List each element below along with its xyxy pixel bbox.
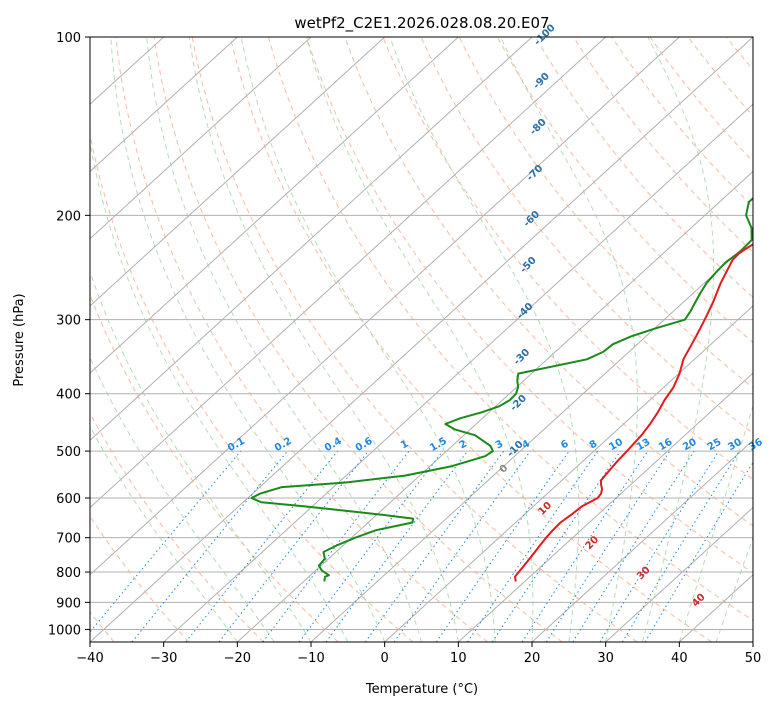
mixing-ratio-line <box>82 451 241 642</box>
isotherm-line <box>0 37 606 642</box>
moist-adiabat-line <box>80 37 348 642</box>
dry-adiabat-line <box>574 37 775 642</box>
y-tick-label: 500 <box>56 445 81 460</box>
y-tick-label: 400 <box>56 388 81 403</box>
dry-adiabat-line <box>726 37 775 642</box>
dry-adiabat-line <box>0 37 189 642</box>
mixing-ratio-label: 2 <box>458 438 470 451</box>
dry-adiabat-label: -60 <box>522 209 543 230</box>
y-tick-label: 1000 <box>48 623 81 638</box>
mixing-ratio-label: 6 <box>559 438 571 451</box>
x-tick-label: −40 <box>76 651 103 666</box>
mixing-ratio-label: 8 <box>588 438 600 451</box>
y-tick-label: 800 <box>56 566 81 581</box>
x-tick-label: 50 <box>745 651 762 666</box>
isotherm-line <box>0 37 532 642</box>
y-axis-label: Pressure (hPa) <box>12 293 27 386</box>
dry-adiabat-line <box>1 37 263 642</box>
moist-adiabat-line <box>147 37 422 642</box>
y-tick-label: 600 <box>56 492 81 507</box>
x-axis-label: Temperature (°C) <box>365 682 478 697</box>
x-tick-label: 10 <box>450 651 467 666</box>
dry-adiabat-line <box>192 37 637 642</box>
moist-adiabat-label: 20 <box>584 534 602 552</box>
y-tick-label: 300 <box>56 314 81 329</box>
x-tick-label: 0 <box>381 651 389 666</box>
chart-title: wetPf2_C2E1.2026.028.08.20.E07 <box>294 14 549 33</box>
dry-adiabat-line <box>688 37 775 642</box>
mixing-ratio-line <box>645 451 760 642</box>
background-lines <box>0 37 775 642</box>
mixing-ratio-line <box>365 451 503 642</box>
y-tick-label: 100 <box>56 31 81 46</box>
isotherm-line <box>164 37 775 642</box>
moist-adiabat-line <box>27 37 274 642</box>
x-tick-label: −30 <box>150 651 177 666</box>
isotherm-line <box>16 37 679 642</box>
x-tick-label: 40 <box>671 651 688 666</box>
dry-adiabat-label: -30 <box>512 347 533 368</box>
mixing-ratio-label: 1 <box>399 438 411 451</box>
mixing-ratio-label: 3 <box>494 438 506 451</box>
dry-adiabat-line <box>230 37 711 642</box>
dry-adiabat-label: -50 <box>518 255 539 276</box>
mixing-ratio-line <box>436 451 569 642</box>
dry-adiabat-label: -20 <box>508 393 529 414</box>
mixing-ratio-line <box>186 451 338 642</box>
mixing-ratio-line <box>546 451 670 642</box>
isotherm-line <box>90 37 753 642</box>
x-tick-label: −10 <box>297 651 324 666</box>
mixing-ratio-line <box>326 451 467 642</box>
y-tick-label: 200 <box>56 209 81 224</box>
moist-adiabat-label: 10 <box>537 500 555 518</box>
mixing-ratio-line <box>132 451 288 642</box>
mixing-ratio-line <box>600 451 719 642</box>
dry-adiabat-line <box>765 37 775 642</box>
moist-adiabat-line <box>53 37 311 642</box>
isotherm-line <box>0 37 311 642</box>
moist-adiabat-line <box>111 37 385 642</box>
isotherm-line <box>753 37 775 642</box>
moist-adiabat-label: 0 <box>498 463 511 476</box>
dry-adiabat-label: -80 <box>528 117 549 138</box>
y-tick-label: 700 <box>56 532 81 547</box>
temperature-profile <box>515 37 775 582</box>
dry-adiabat-line <box>650 37 775 642</box>
isotherm-line <box>0 37 458 642</box>
x-tick-label: −20 <box>224 651 251 666</box>
dry-adiabat-label: -70 <box>525 163 546 184</box>
dry-adiabat-line <box>345 37 775 642</box>
mixing-ratio-line <box>219 451 368 642</box>
y-tick-label: 900 <box>56 596 81 611</box>
dry-adiabat-line <box>269 37 775 642</box>
x-tick-label: 30 <box>597 651 614 666</box>
moist-adiabat-line <box>306 37 533 642</box>
mixing-ratio-line <box>622 451 739 642</box>
moist-adiabat-label: 40 <box>690 592 708 610</box>
isotherm-line <box>0 37 237 642</box>
moist-adiabat-line <box>4 37 238 642</box>
dry-adiabat-line <box>78 37 413 642</box>
x-tick-label: 20 <box>524 651 541 666</box>
dry-adiabat-line <box>536 37 775 642</box>
moist-adiabat-line <box>716 37 775 642</box>
